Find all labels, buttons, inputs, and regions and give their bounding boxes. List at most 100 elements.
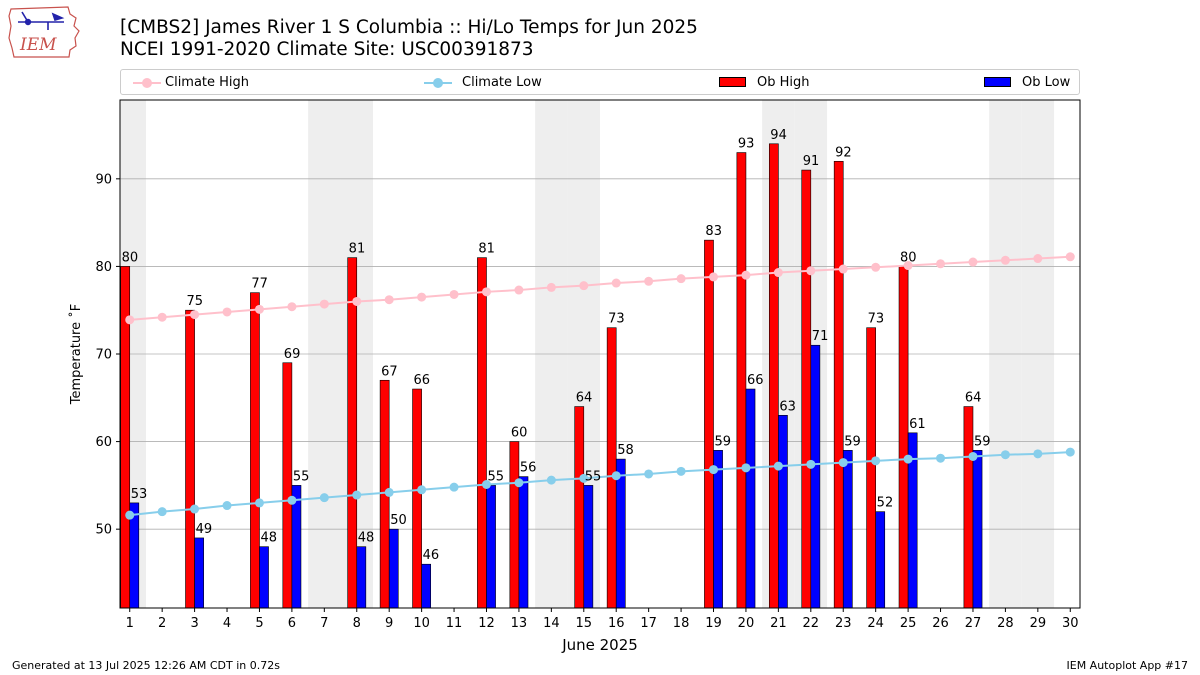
climate-high-point-day-21 xyxy=(773,268,783,278)
climate-high-point-day-17 xyxy=(644,276,654,286)
iem-logo: IEM xyxy=(8,6,80,58)
climate-low-point-day-17 xyxy=(644,469,654,479)
climate-high-point-day-23 xyxy=(838,264,848,274)
y-tick-label-50: 50 xyxy=(95,523,112,538)
y-tick-label-80: 80 xyxy=(95,260,112,275)
climate-low-point-day-4 xyxy=(222,501,232,511)
climate-high-point-day-30 xyxy=(1065,252,1075,262)
chart-subtitle: NCEI 1991-2020 Climate Site: USC00391873 xyxy=(120,39,534,60)
ob-high-bar-day-20 xyxy=(736,152,747,609)
ob-high-bar-day-19 xyxy=(704,239,714,609)
ob-high-bar-day-23 xyxy=(833,161,844,609)
climate-high-point-day-22 xyxy=(806,266,816,276)
climate-high-point-day-20 xyxy=(741,270,751,280)
gridlines xyxy=(120,178,1080,530)
climate-high-point-day-25 xyxy=(903,261,913,271)
x-tick-label-30: 30 xyxy=(1062,616,1079,631)
x-tick-label-18: 18 xyxy=(673,616,690,631)
ob-low-label-day-13: 56 xyxy=(520,461,537,476)
ob-low-label-day-24: 52 xyxy=(877,496,894,511)
climate-high-point-day-26 xyxy=(936,259,946,269)
climate-low-point-day-6 xyxy=(287,495,297,505)
climate-high-point-day-2 xyxy=(157,312,167,322)
climate-high-point-day-12 xyxy=(481,287,491,297)
ob-low-label-day-8: 48 xyxy=(358,531,375,546)
x-tick-label-20: 20 xyxy=(738,616,755,631)
ob-low-label-day-20: 66 xyxy=(747,373,764,388)
ob-low-bar-day-12 xyxy=(486,485,496,609)
climate-high-point-day-28 xyxy=(1000,255,1010,265)
ob-high-label-day-12: 81 xyxy=(478,242,495,257)
ob-low-label-day-19: 59 xyxy=(715,434,732,449)
legend-label-climate-high: Climate High xyxy=(165,75,250,90)
x-tick-label-25: 25 xyxy=(900,616,917,631)
ob-low-bar-day-10 xyxy=(421,563,432,609)
x-tick-label-27: 27 xyxy=(965,616,982,631)
climate-high-point-day-7 xyxy=(319,299,329,309)
x-tick-label-8: 8 xyxy=(353,616,361,631)
x-tick-label-22: 22 xyxy=(803,616,820,631)
weather-station-icon xyxy=(18,11,65,30)
y-tick-label-70: 70 xyxy=(95,348,112,363)
climate-low-point-day-26 xyxy=(936,453,946,463)
app-credit: IEM Autoplot App #17 xyxy=(1066,659,1189,672)
climate-high-point-day-24 xyxy=(871,262,881,272)
ob-low-label-day-10: 46 xyxy=(423,548,440,563)
climate-low-point-day-1 xyxy=(125,510,135,520)
climate-high-point-day-27 xyxy=(968,257,978,267)
ob-high-bar-day-27 xyxy=(963,406,974,609)
ob-high-bar-day-6 xyxy=(282,362,293,609)
ob-low-label-day-16: 58 xyxy=(617,443,634,458)
chart-title: [CMBS2] James River 1 S Columbia :: Hi/L… xyxy=(120,17,698,38)
ob-low-label-day-27: 59 xyxy=(974,434,991,449)
x-tick-label-19: 19 xyxy=(705,616,722,631)
climate-low-point-day-2 xyxy=(157,507,167,517)
ob-high-bar-day-3 xyxy=(185,309,195,609)
x-axis-label: June 2025 xyxy=(561,636,638,654)
x-tick-label-4: 4 xyxy=(223,616,231,631)
climate-high-point-day-4 xyxy=(222,307,232,317)
climate-low-point-day-23 xyxy=(838,458,848,468)
climate-low-point-day-12 xyxy=(481,480,491,490)
x-tick-label-23: 23 xyxy=(835,616,852,631)
ob-low-bar-day-3 xyxy=(194,537,204,609)
ob-high-bar-day-24 xyxy=(866,327,876,609)
climate-low-point-day-13 xyxy=(514,478,524,488)
climate-low-point-day-29 xyxy=(1033,449,1043,459)
legend-label-ob-high: Ob High xyxy=(757,75,810,90)
ob-high-label-day-8: 81 xyxy=(349,242,366,257)
ob-high-bar-day-8 xyxy=(347,257,358,609)
generated-timestamp: Generated at 13 Jul 2025 12:26 AM CDT in… xyxy=(12,659,280,672)
climate-high-point-day-6 xyxy=(287,302,297,312)
climate-low-point-day-10 xyxy=(417,485,427,495)
climate-high-point-day-18 xyxy=(676,274,686,284)
ob-high-label-day-24: 73 xyxy=(868,312,885,327)
ob-high-label-day-19: 83 xyxy=(705,224,722,239)
ob-high-bar-day-15 xyxy=(574,406,585,609)
ob-low-label-day-9: 50 xyxy=(390,513,407,528)
x-tick-label-11: 11 xyxy=(446,616,463,631)
ob-low-label-day-22: 71 xyxy=(812,329,829,344)
x-tick-label-13: 13 xyxy=(511,616,528,631)
climate-high-point-day-14 xyxy=(546,282,556,292)
legend-swatch-ob-low xyxy=(984,77,1011,87)
ob-high-label-day-21: 94 xyxy=(770,128,787,143)
ob-low-bar-day-8 xyxy=(356,546,367,609)
ob-low-bar-day-23 xyxy=(842,450,853,609)
x-tick-label-26: 26 xyxy=(932,616,949,631)
legend-marker-climate-low xyxy=(433,78,443,88)
ob-low-bar-day-27 xyxy=(972,450,983,609)
climate-low-point-day-3 xyxy=(190,504,200,514)
climate-low-point-day-27 xyxy=(968,451,978,461)
bar-labels: 80 75 77 69 81 67 66 81 60 64 73 83 93 94 91 92 73 80 64 53… xyxy=(122,128,991,563)
climate-high-point-day-9 xyxy=(384,295,394,305)
ob-low-bar-day-24 xyxy=(875,511,886,609)
ob-low-label-day-15: 55 xyxy=(585,469,602,484)
climate-low-point-day-30 xyxy=(1065,447,1075,457)
x-tick-label-1: 1 xyxy=(126,616,134,631)
ob-low-bar-day-20 xyxy=(745,388,756,609)
x-tick-label-7: 7 xyxy=(320,616,328,631)
climate-high-point-day-11 xyxy=(449,289,459,299)
climate-low-point-day-19 xyxy=(709,465,719,475)
